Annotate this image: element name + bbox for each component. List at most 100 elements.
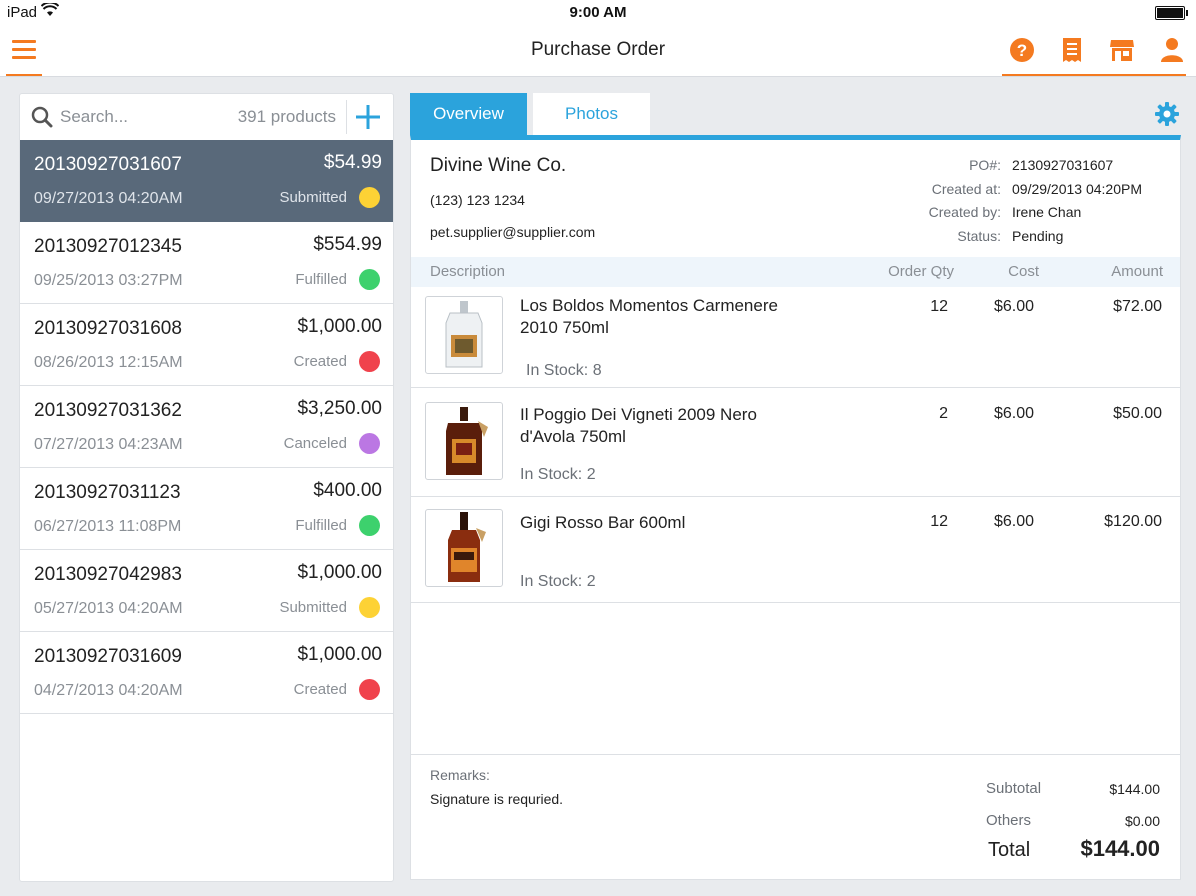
order-list-item[interactable]: 20130927031362 $3,250.00 07/27/2013 04:23A… bbox=[20, 386, 393, 468]
order-amount: $3,250.00 bbox=[297, 398, 382, 419]
order-date: 07/27/2013 04:23AM bbox=[34, 436, 183, 453]
table-row[interactable]: Los Boldos Momentos Carmenere 2010 750ml… bbox=[411, 287, 1180, 388]
item-qty: 12 bbox=[930, 298, 948, 315]
status-label: Status: bbox=[957, 227, 1001, 244]
order-amount: $54.99 bbox=[323, 152, 382, 173]
order-status: Fulfilled bbox=[295, 271, 347, 288]
order-number: 20130927031608 bbox=[34, 318, 182, 339]
bottle-image bbox=[445, 301, 483, 368]
column-cost: Cost bbox=[1008, 263, 1039, 280]
battery-icon bbox=[1155, 6, 1188, 20]
product-thumbnail bbox=[425, 296, 503, 374]
order-amount: $554.99 bbox=[313, 234, 382, 255]
order-status: Submitted bbox=[279, 599, 347, 616]
status-value: Pending bbox=[1012, 227, 1064, 244]
item-name: Il Poggio Dei Vigneti 2009 Nero d'Avola … bbox=[520, 405, 757, 446]
created-at-value: 09/29/2013 04:20PM bbox=[1012, 180, 1142, 197]
page-title: Purchase Order bbox=[530, 39, 666, 60]
product-count: 391 products bbox=[237, 107, 336, 126]
product-thumbnail bbox=[425, 402, 503, 480]
order-list-item[interactable]: 20130927012345 $554.99 09/25/2013 03:27PM F… bbox=[20, 222, 393, 304]
item-name: Los Boldos Momentos Carmenere 2010 750ml bbox=[520, 296, 778, 337]
order-date: 05/27/2013 04:20AM bbox=[34, 600, 183, 617]
status-dot bbox=[359, 679, 380, 700]
svg-text:?: ? bbox=[1017, 41, 1027, 60]
order-status: Created bbox=[293, 681, 347, 698]
clock: 9:00 AM bbox=[569, 4, 627, 21]
supplier-email: pet.supplier@supplier.com bbox=[430, 224, 596, 240]
bottle-image bbox=[448, 512, 486, 582]
user-icon[interactable] bbox=[1158, 36, 1186, 64]
status-dot bbox=[359, 351, 380, 372]
created-by-label: Created by: bbox=[928, 204, 1001, 220]
order-amount: $1,000.00 bbox=[297, 562, 382, 583]
items-table: Los Boldos Momentos Carmenere 2010 750ml… bbox=[411, 287, 1180, 603]
nav-actions: ? bbox=[1002, 26, 1186, 76]
item-cost: $6.00 bbox=[993, 513, 1034, 530]
wifi-icon bbox=[41, 3, 59, 16]
status-bar: iPad 9:00 AM bbox=[0, 0, 1196, 26]
order-amount: $1,000.00 bbox=[297, 316, 382, 337]
order-number: 20130927042983 bbox=[34, 564, 182, 585]
status-dot bbox=[359, 597, 380, 618]
item-cost: $6.00 bbox=[993, 405, 1034, 422]
item-stock: In Stock: 2 bbox=[520, 573, 596, 590]
table-row[interactable]: Il Poggio Dei Vigneti 2009 Nero d'Avola … bbox=[411, 388, 1180, 497]
store-icon[interactable] bbox=[1108, 36, 1136, 64]
subtotal-label: Subtotal bbox=[986, 780, 1042, 797]
order-date: 08/26/2013 12:15AM bbox=[34, 354, 183, 371]
item-amount: $120.00 bbox=[1104, 513, 1162, 530]
order-status: Created bbox=[293, 353, 347, 370]
tab-photos[interactable]: Photos bbox=[533, 93, 650, 135]
order-status: Canceled bbox=[283, 435, 347, 452]
bottle-image bbox=[446, 407, 488, 475]
menu-icon[interactable] bbox=[6, 26, 42, 76]
divider bbox=[346, 100, 347, 134]
status-dot bbox=[359, 269, 380, 290]
order-list-item[interactable]: 20130927031609 $1,000.00 04/27/2013 04:20A… bbox=[20, 632, 393, 714]
supplier-name: Divine Wine Co. bbox=[430, 155, 567, 176]
order-number: 20130927012345 bbox=[34, 236, 182, 257]
nav-bar: Purchase Order ? bbox=[0, 26, 1196, 77]
table-row[interactable]: Gigi Rosso Bar 600ml In Stock: 2 12 $6.0… bbox=[411, 497, 1180, 603]
order-meta: PO#: 2130927031607 Created at: 09/29/201… bbox=[811, 157, 1171, 251]
order-status: Fulfilled bbox=[295, 517, 347, 534]
item-qty: 2 bbox=[939, 405, 948, 422]
column-description: Description bbox=[430, 263, 506, 280]
tab-overview[interactable]: Overview bbox=[410, 93, 527, 135]
order-list-panel: 391 products 20130927031607 $54.99 09/27/2… bbox=[19, 93, 394, 882]
supplier-phone: (123) 123 1234 bbox=[430, 192, 525, 208]
device-name: iPad bbox=[7, 4, 38, 21]
order-number: 20130927031123 bbox=[34, 482, 181, 503]
product-thumbnail bbox=[425, 509, 503, 587]
order-list-item[interactable]: 20130927031123 $400.00 06/27/2013 11:08PM F… bbox=[20, 468, 393, 550]
order-list-item[interactable]: 20130927031608 $1,000.00 08/26/2013 12:15A… bbox=[20, 304, 393, 386]
order-list-item[interactable]: 20130927042983 $1,000.00 05/27/2013 04:20A… bbox=[20, 550, 393, 632]
item-stock: In Stock: 8 bbox=[526, 362, 602, 379]
item-qty: 12 bbox=[930, 513, 948, 530]
search-bar: 391 products bbox=[20, 94, 393, 140]
help-icon[interactable]: ? bbox=[1008, 36, 1036, 64]
column-qty: Order Qty bbox=[888, 263, 954, 280]
po-value: 2130927031607 bbox=[1012, 157, 1114, 173]
order-status: Submitted bbox=[279, 189, 347, 206]
order-date: 06/27/2013 11:08PM bbox=[34, 518, 182, 535]
created-by-value: Irene Chan bbox=[1012, 204, 1082, 220]
remarks-text: Signature is requried. bbox=[430, 791, 564, 807]
search-icon bbox=[31, 106, 53, 128]
order-number: 20130927031362 bbox=[34, 400, 182, 421]
subtotal-value: $144.00 bbox=[1109, 781, 1160, 797]
status-dot bbox=[359, 187, 380, 208]
item-name: Gigi Rosso Bar 600ml bbox=[520, 513, 686, 532]
add-icon[interactable] bbox=[356, 105, 380, 129]
gear-icon[interactable] bbox=[1155, 102, 1179, 126]
po-label: PO#: bbox=[969, 157, 1001, 173]
order-date: 09/27/2013 04:20AM bbox=[34, 190, 183, 207]
receipt-icon[interactable] bbox=[1058, 36, 1086, 64]
items-table-header: Description Order Qty Cost Amount bbox=[411, 257, 1180, 287]
order-detail-panel: Divine Wine Co. (123) 123 1234 pet.suppl… bbox=[410, 135, 1181, 880]
search-input[interactable] bbox=[58, 102, 222, 132]
item-stock: In Stock: 2 bbox=[520, 466, 596, 483]
order-list-item[interactable]: 20130927031607 $54.99 09/27/2013 04:20AM Su… bbox=[20, 140, 393, 222]
order-date: 04/27/2013 04:20AM bbox=[34, 682, 183, 699]
